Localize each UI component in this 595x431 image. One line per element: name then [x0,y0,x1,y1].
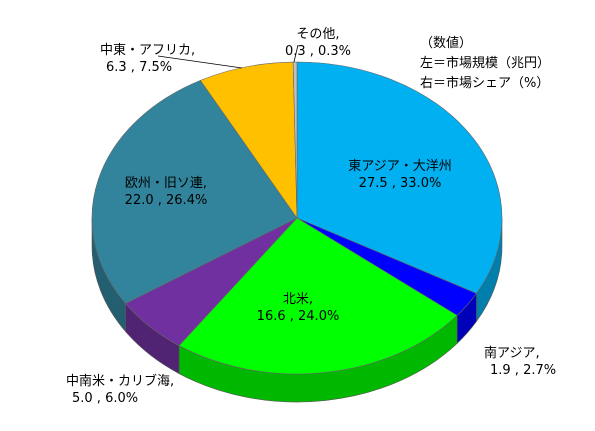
slice-7-label-name: その他, [296,27,339,42]
note-right: 右＝市場シェア（%） [420,76,550,91]
note-left: 左＝市場規模（兆円） [420,56,551,71]
slice-5 [91,80,298,304]
slice-6-label-value: 6.3 , 7.5% [106,60,172,75]
note-header: （数値） [420,36,473,51]
slice-3 [178,217,458,375]
slice-3-label-value: 16.6 , 24.0% [257,309,340,324]
pie-top [91,61,503,375]
legend-note: （数値） 左＝市場規模（兆円） 右＝市場シェア（%） [420,34,550,94]
leader-line-middle-east [157,55,243,69]
slice-4-label-value: 5.0 , 6.0% [72,391,138,406]
slice-2-label-name: 南アジア, [484,345,540,361]
slice-6 [199,61,298,219]
slice-6-label-name: 中東・アフリカ, [100,42,195,58]
slice-5-label-name: 欧州・旧ソ連, [125,176,207,191]
slice-7-label-value: 0.3 , 0.3% [285,44,351,59]
slice-2-label-value: 1.9 , 2.7% [490,363,556,378]
slice-labels: 東アジア・大洋州 27.5 , 33.0% 南アジア, 1.9 , 2.7% 北米, 16… [66,27,556,406]
pie-side-walls [91,217,503,403]
slice-4-label-name: 中南米・カリブ海, [66,373,174,389]
slice-1 [296,61,503,294]
leader-line-other [293,44,299,63]
slice-5-label-value: 22.0 , 26.4% [125,193,208,208]
slice-1-label-value: 27.5 , 33.0% [359,176,442,191]
slice-3-label-name: 北米, [283,292,313,307]
slice-7 [292,61,298,219]
slice-1-label-name: 東アジア・大洋州 [348,158,451,174]
